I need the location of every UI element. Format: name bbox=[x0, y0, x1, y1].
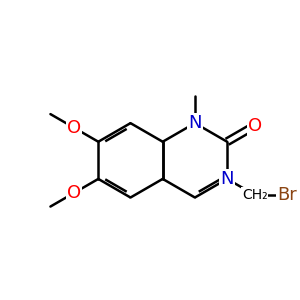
Text: O: O bbox=[67, 184, 81, 202]
Text: N: N bbox=[188, 114, 202, 132]
Text: N: N bbox=[220, 170, 234, 188]
Text: O: O bbox=[67, 118, 81, 136]
Text: O: O bbox=[248, 117, 262, 135]
Text: Br: Br bbox=[277, 186, 297, 204]
Text: CH₂: CH₂ bbox=[242, 188, 268, 202]
